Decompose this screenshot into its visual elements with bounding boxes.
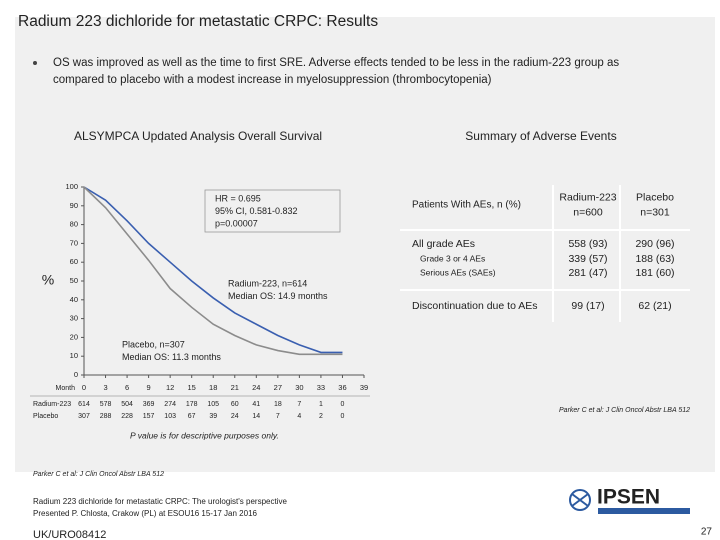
table-cell: 181 (60) — [635, 267, 674, 279]
at-risk-count: 1 — [319, 401, 323, 408]
at-risk-count: 0 — [341, 401, 345, 408]
at-risk-count: 67 — [188, 413, 196, 420]
table-header: Patients With AEs, n (%) — [412, 200, 521, 211]
y-tick-label: 20 — [70, 332, 78, 341]
at-risk-count: 578 — [100, 401, 112, 408]
at-risk-count: 274 — [164, 401, 176, 408]
at-risk-count: 228 — [121, 413, 133, 420]
x-tick-label: 6 — [125, 383, 129, 392]
at-risk-count: 157 — [143, 413, 155, 420]
citation: Parker C et al: J Clin Oncol Abstr LBA 5… — [559, 407, 690, 414]
x-tick-label: 30 — [295, 383, 303, 392]
table-cell: 558 (93) — [568, 238, 607, 250]
risk-row-label: Placebo — [33, 413, 58, 420]
table-cell: 281 (47) — [568, 267, 607, 279]
table-cell: Discontinuation due to AEs — [412, 300, 538, 312]
y-tick-label: 30 — [70, 314, 78, 323]
at-risk-count: 14 — [252, 413, 260, 420]
y-tick-label: 60 — [70, 257, 78, 266]
y-tick-label: 10 — [70, 351, 78, 360]
at-risk-count: 41 — [252, 401, 260, 408]
x-tick-label: 9 — [147, 383, 151, 392]
chart-annotation: Placebo, n=307 — [122, 339, 185, 349]
survival-curve — [83, 186, 343, 356]
footer-text: Radium 223 dichloride for metastatic CRP… — [33, 497, 287, 506]
footer-text: Presented P. Chlosta, Crakow (PL) at ESO… — [33, 509, 258, 518]
citation: Parker C et al: J Clin Oncol Abstr LBA 5… — [33, 471, 164, 478]
y-tick-label: 40 — [70, 295, 78, 304]
x-tick-label: 33 — [317, 383, 325, 392]
note: P value is for descriptive purposes only… — [130, 430, 279, 440]
at-risk-count: 39 — [209, 413, 217, 420]
x-tick-label: 12 — [166, 383, 174, 392]
table-cell: 99 (17) — [571, 300, 604, 312]
at-risk-count: 2 — [319, 413, 323, 420]
at-risk-count: 7 — [276, 413, 280, 420]
table-header: Radium-223 — [559, 191, 616, 203]
at-risk-count: 103 — [164, 413, 176, 420]
x-row-label: Month — [56, 385, 76, 392]
survival-curve — [83, 186, 343, 354]
table-cell: Grade 3 or 4 AEs — [420, 253, 485, 263]
x-tick-label: 3 — [103, 383, 107, 392]
bullet-text: compared to placebo with a modest increa… — [53, 74, 492, 86]
y-axis-label: % — [42, 272, 54, 288]
at-risk-count: 504 — [121, 401, 133, 408]
chart-annotation: 95% CI, 0.581-0.832 — [215, 206, 298, 216]
x-tick-label: 24 — [252, 383, 260, 392]
at-risk-count: 60 — [231, 401, 239, 408]
chart-annotation: HR = 0.695 — [215, 193, 261, 203]
x-tick-label: 0 — [82, 383, 86, 392]
table-header: n=600 — [573, 206, 603, 218]
doc-code: UK/URO08412 — [33, 529, 106, 540]
chart-annotation: Median OS: 14.9 months — [228, 291, 328, 301]
at-risk-count: 4 — [297, 413, 301, 420]
hr-box — [204, 189, 341, 233]
table-cell: 290 (96) — [635, 238, 674, 250]
x-tick-label: 15 — [188, 383, 196, 392]
y-tick-label: 100 — [65, 182, 78, 191]
at-risk-count: 614 — [78, 401, 90, 408]
left-heading: ALSYMPCA Updated Analysis Overall Surviv… — [74, 129, 322, 143]
table-cell: Serious AEs (SAEs) — [420, 267, 496, 277]
at-risk-count: 24 — [231, 413, 239, 420]
at-risk-count: 178 — [186, 401, 198, 408]
slide-title: Radium 223 dichloride for metastatic CRP… — [18, 13, 378, 30]
at-risk-count: 7 — [297, 401, 301, 408]
x-tick-label: 39 — [360, 383, 368, 392]
logo-text: IPSEN — [597, 486, 660, 509]
table-cell: 339 (57) — [568, 253, 607, 265]
at-risk-count: 307 — [78, 413, 90, 420]
right-heading: Summary of Adverse Events — [465, 129, 616, 143]
table-cell: 62 (21) — [638, 300, 671, 312]
bullet-dot — [33, 61, 37, 65]
at-risk-count: 0 — [341, 413, 345, 420]
chart-annotation: Radium-223, n=614 — [228, 278, 307, 288]
at-risk-count: 18 — [274, 401, 282, 408]
y-tick-label: 0 — [74, 370, 78, 379]
table-header: n=301 — [640, 206, 670, 218]
chart-annotation: p=0.00007 — [215, 218, 258, 228]
at-risk-count: 369 — [143, 401, 155, 408]
table-cell: 188 (63) — [635, 253, 674, 265]
risk-row-label: Radium-223 — [33, 401, 71, 408]
x-tick-label: 36 — [338, 383, 346, 392]
chart-annotation: Median OS: 11.3 months — [122, 352, 221, 362]
x-tick-label: 18 — [209, 383, 217, 392]
table-header: Placebo — [636, 191, 674, 203]
table-cell: All grade AEs — [412, 238, 475, 250]
y-tick-label: 70 — [70, 238, 78, 247]
bullet-text: OS was improved as well as the time to f… — [53, 57, 619, 69]
logo-mark — [569, 489, 591, 511]
at-risk-count: 288 — [100, 413, 112, 420]
logo-bar — [598, 508, 690, 514]
y-tick-label: 80 — [70, 220, 78, 229]
x-tick-label: 27 — [274, 383, 282, 392]
y-tick-label: 50 — [70, 276, 78, 285]
at-risk-count: 105 — [207, 401, 219, 408]
page-number: 27 — [701, 527, 713, 538]
x-tick-label: 21 — [231, 383, 239, 392]
y-tick-label: 90 — [70, 201, 78, 210]
